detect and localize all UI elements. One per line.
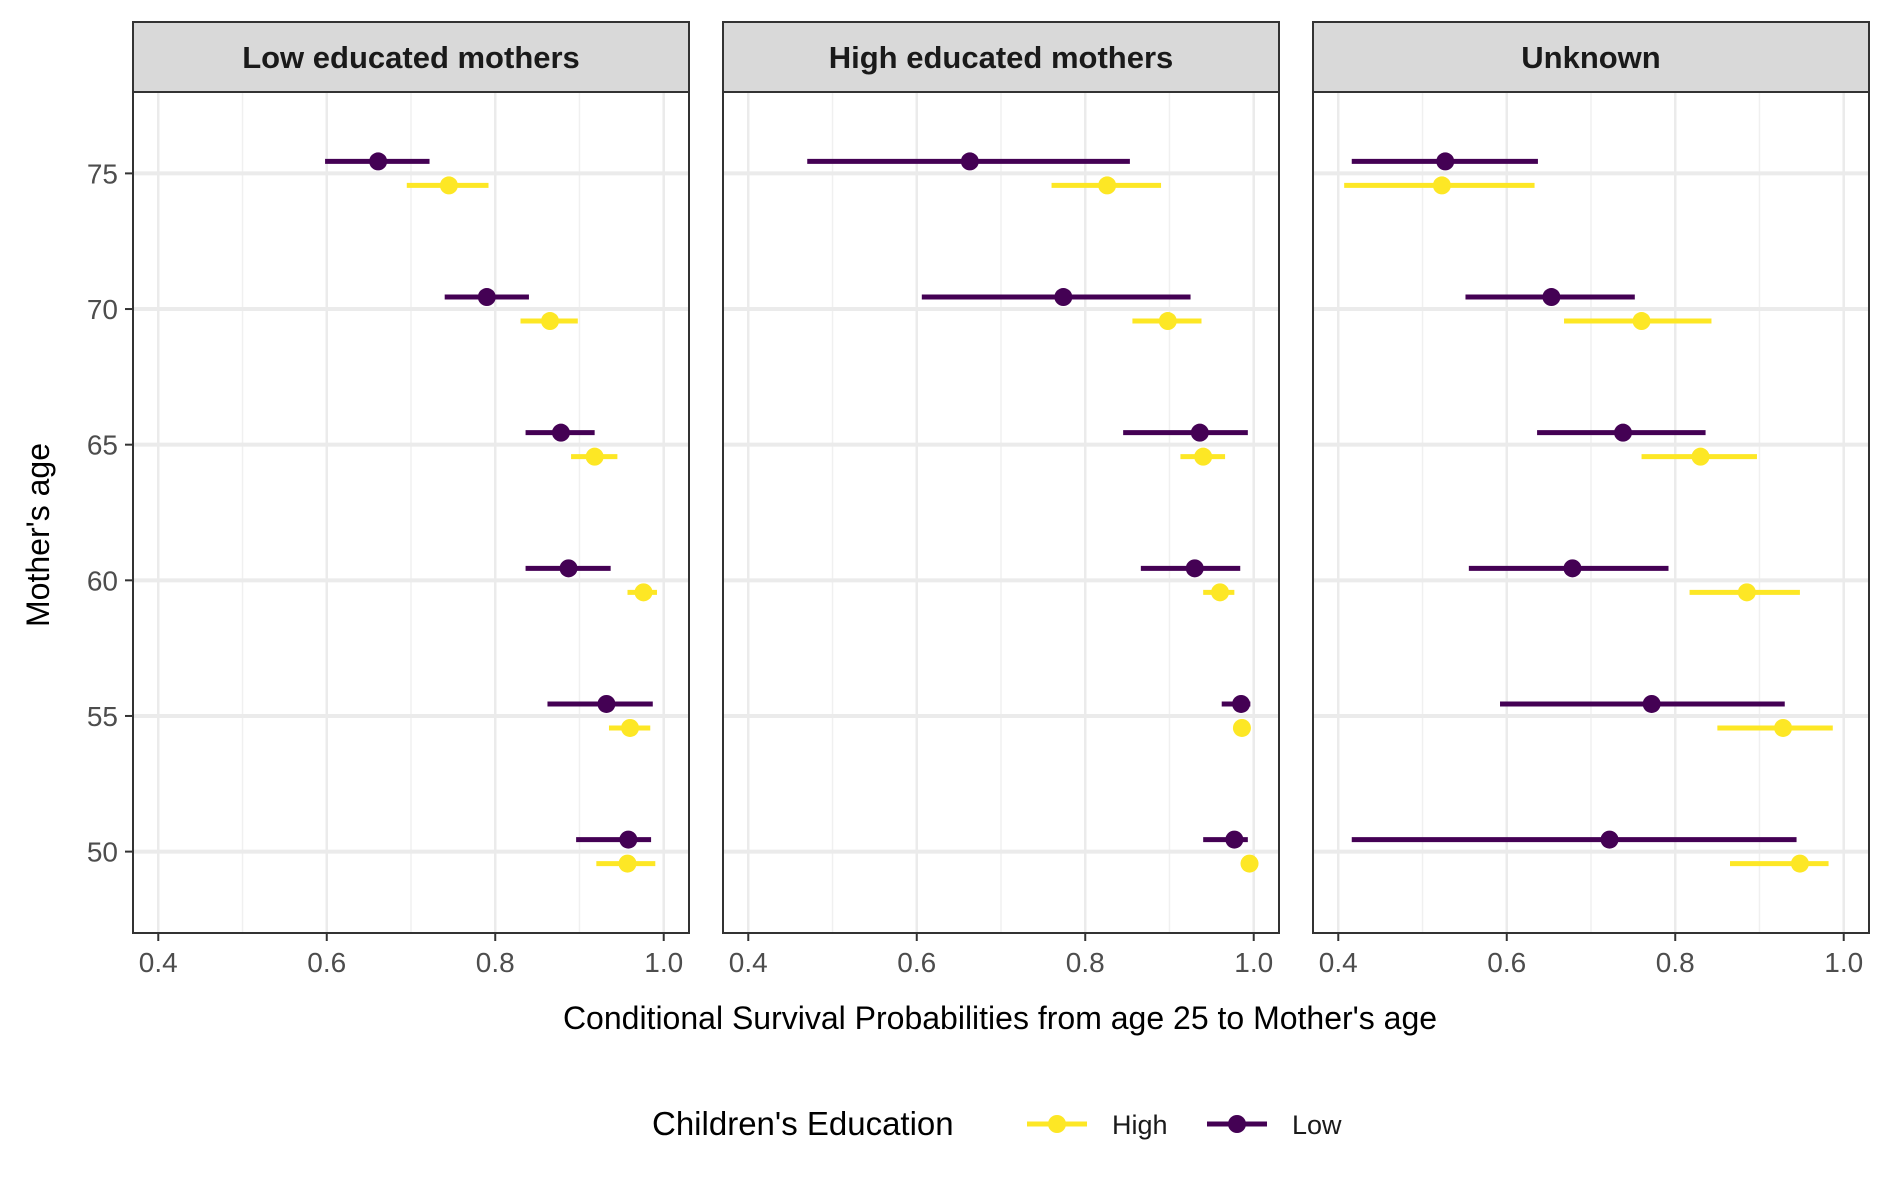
data-point — [1563, 559, 1582, 578]
data-point — [960, 152, 979, 171]
data-point — [1190, 423, 1209, 442]
data-point — [1691, 447, 1710, 466]
data-point — [1232, 694, 1251, 713]
y-axis: 50 55 60 65 70 75 — [87, 158, 133, 868]
x-tick-label: 0.6 — [1487, 947, 1526, 978]
x-tick-label: 0.4 — [729, 947, 768, 978]
data-point — [1240, 854, 1259, 873]
data-point — [1614, 423, 1633, 442]
y-tick-label: 70 — [87, 294, 118, 325]
data-point — [621, 718, 640, 737]
data-point — [1194, 447, 1213, 466]
data-point — [618, 854, 637, 873]
y-axis-title: Mother's age — [20, 443, 56, 627]
data-point — [1232, 718, 1251, 737]
data-point — [551, 423, 570, 442]
x-tick-label: 0.4 — [139, 947, 178, 978]
facet-strip — [722, 21, 1280, 93]
data-point — [439, 176, 458, 195]
facet-panel: Unknown 0.4 0.6 0.8 1.0 — [1312, 21, 1870, 978]
facet-title: High educated mothers — [829, 40, 1174, 75]
x-tick-label: 0.8 — [1066, 947, 1105, 978]
legend-entry-high: High — [1027, 1110, 1168, 1140]
data-point — [585, 447, 604, 466]
series-high — [406, 176, 657, 873]
data-point — [1158, 312, 1177, 331]
series-high — [1051, 176, 1259, 873]
data-point — [559, 559, 578, 578]
legend-key-point — [1048, 1115, 1066, 1133]
data-point — [1211, 583, 1230, 602]
data-point — [1542, 288, 1561, 307]
legend-label: Low — [1292, 1110, 1342, 1140]
data-point — [1737, 583, 1756, 602]
y-tick-label: 75 — [87, 158, 118, 189]
legend-key-point — [1228, 1115, 1246, 1133]
legend-title: Children's Education — [652, 1105, 954, 1142]
data-point — [597, 694, 616, 713]
series-low — [1351, 152, 1797, 849]
x-tick-label: 1.0 — [644, 947, 683, 978]
data-point — [477, 288, 496, 307]
legend: Children's Education High Low — [652, 1105, 1342, 1142]
y-tick-label: 65 — [87, 430, 118, 461]
data-point — [1225, 830, 1244, 849]
x-tick-label: 0.6 — [307, 947, 346, 978]
series-high — [1344, 176, 1833, 873]
facet-strip — [1312, 21, 1870, 93]
data-point — [1185, 559, 1204, 578]
data-point — [541, 312, 559, 331]
data-point — [1098, 176, 1117, 195]
facet-panel: Low educated mothers 0.4 0.6 0.8 1.0 — [132, 21, 690, 978]
x-tick-label: 0.4 — [1319, 947, 1358, 978]
data-point — [1436, 152, 1455, 171]
data-point — [1790, 854, 1809, 873]
data-point — [1600, 830, 1619, 849]
legend-entry-low: Low — [1207, 1110, 1342, 1140]
x-axis-title: Conditional Survival Probabilities from … — [563, 1000, 1437, 1036]
y-tick-label: 55 — [87, 701, 118, 732]
data-point — [1642, 694, 1661, 713]
data-point — [1432, 176, 1451, 195]
series-low — [807, 152, 1251, 849]
x-tick-label: 1.0 — [1824, 947, 1863, 978]
legend-label: High — [1112, 1110, 1168, 1140]
x-tick-label: 0.8 — [1656, 947, 1695, 978]
facet-title: Low educated mothers — [242, 40, 580, 75]
series-low — [325, 152, 653, 849]
y-tick-label: 60 — [87, 565, 118, 596]
data-point — [1632, 312, 1651, 331]
x-tick-label: 0.8 — [476, 947, 515, 978]
facet-strip — [132, 21, 690, 93]
data-point — [1054, 288, 1073, 307]
x-tick-label: 1.0 — [1234, 947, 1273, 978]
facet-panel: High educated mothers 0.4 0.6 0.8 1.0 — [722, 21, 1280, 978]
data-point — [369, 152, 388, 171]
x-tick-label: 0.6 — [897, 947, 936, 978]
data-point — [619, 830, 638, 849]
data-point — [1774, 718, 1793, 737]
facet-title: Unknown — [1521, 40, 1661, 75]
data-point — [634, 583, 653, 602]
y-tick-label: 50 — [87, 837, 118, 868]
